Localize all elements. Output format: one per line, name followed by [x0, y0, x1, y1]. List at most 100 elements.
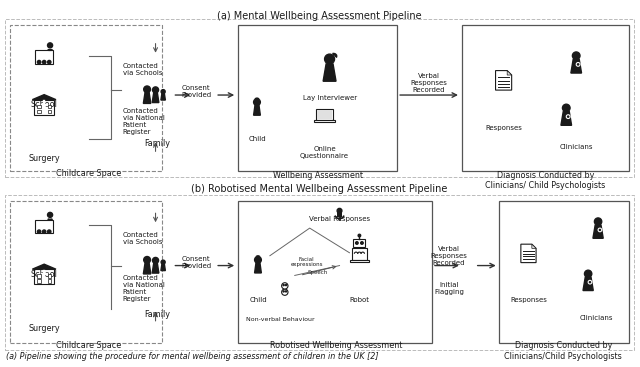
Text: Clinicians: Clinicians [559, 144, 593, 150]
Bar [37, 105, 41, 108]
Polygon shape [323, 64, 336, 81]
Bar [353, 239, 365, 247]
Text: School: School [31, 100, 58, 109]
Bar [314, 120, 335, 121]
Bar [5, 195, 634, 350]
Circle shape [47, 212, 52, 217]
Text: Contacted
via National
Patient
Register: Contacted via National Patient Register [123, 275, 164, 302]
Circle shape [283, 291, 284, 292]
Polygon shape [253, 105, 260, 115]
Text: Surgery: Surgery [28, 324, 60, 333]
Text: Initial
Flagging: Initial Flagging [434, 282, 464, 295]
Polygon shape [507, 70, 511, 75]
Text: Lay Interviewer: Lay Interviewer [303, 95, 356, 101]
Text: Non-verbal Behaviour: Non-verbal Behaviour [246, 317, 314, 322]
Circle shape [563, 104, 570, 112]
Bar [352, 248, 367, 259]
Circle shape [144, 257, 150, 263]
Bar [37, 110, 41, 113]
Text: Diagnosis Conducted by
Clinicians/Child Psychologists: Diagnosis Conducted by Clinicians/Child … [504, 341, 622, 361]
Circle shape [595, 218, 602, 225]
Text: Verbal Responses: Verbal Responses [309, 216, 370, 222]
Text: Surgery: Surgery [28, 154, 60, 163]
Text: (a) Pipeline showing the procedure for mental wellbeing assessment of children i: (a) Pipeline showing the procedure for m… [6, 352, 379, 361]
Text: Clinicians: Clinicians [579, 315, 613, 321]
Text: Speech: Speech [307, 270, 328, 276]
Bar [34, 269, 54, 284]
Bar [37, 279, 41, 283]
Text: Consent
Provided: Consent Provided [181, 256, 211, 269]
Circle shape [283, 284, 284, 286]
Bar [47, 110, 51, 113]
Polygon shape [532, 244, 536, 248]
Bar [47, 105, 51, 108]
Polygon shape [521, 244, 536, 263]
Circle shape [285, 284, 287, 286]
Circle shape [356, 242, 358, 244]
Bar [337, 211, 342, 217]
Polygon shape [152, 92, 159, 102]
Circle shape [37, 61, 41, 64]
Circle shape [255, 257, 261, 263]
Text: (b) Robotised Mental Wellbeing Assessment Pipeline: (b) Robotised Mental Wellbeing Assessmen… [191, 184, 448, 194]
Text: Facial
expressions: Facial expressions [291, 257, 323, 268]
Circle shape [285, 291, 287, 292]
Circle shape [253, 99, 260, 105]
Circle shape [572, 52, 580, 59]
Text: Verbal
Responses
Recorded: Verbal Responses Recorded [431, 246, 467, 266]
Circle shape [324, 54, 335, 64]
Text: Family: Family [145, 139, 170, 148]
Bar [238, 200, 432, 344]
Text: Online
Questionnaire: Online Questionnaire [300, 146, 349, 159]
Text: Child: Child [248, 137, 266, 142]
Bar [10, 25, 161, 171]
Polygon shape [32, 95, 56, 100]
Polygon shape [48, 219, 52, 220]
Circle shape [42, 230, 46, 233]
Bar [37, 274, 41, 277]
Bar [10, 200, 161, 344]
Bar [350, 259, 369, 262]
Circle shape [161, 260, 165, 264]
Text: Childcare Space: Childcare Space [56, 341, 122, 350]
Circle shape [42, 61, 46, 64]
Text: Contacted
via Schools: Contacted via Schools [123, 232, 162, 245]
Bar [316, 109, 333, 120]
Polygon shape [593, 225, 604, 238]
Circle shape [47, 43, 52, 48]
Bar [47, 274, 51, 277]
Text: Robot: Robot [349, 297, 369, 303]
Bar [499, 200, 629, 344]
Circle shape [47, 230, 51, 233]
Circle shape [282, 283, 288, 289]
Bar [462, 25, 629, 171]
Text: Contacted
via Schools: Contacted via Schools [123, 62, 162, 76]
Circle shape [37, 230, 41, 233]
Bar [317, 110, 332, 119]
Polygon shape [161, 264, 165, 270]
Text: (a) Mental Wellbeing Assessment Pipeline: (a) Mental Wellbeing Assessment Pipeline [218, 11, 422, 21]
Bar [5, 19, 634, 177]
Text: Robotised Wellbeing Assessment: Robotised Wellbeing Assessment [270, 341, 403, 350]
Text: Responses: Responses [510, 297, 547, 303]
Text: School: School [31, 269, 58, 279]
Bar [34, 100, 54, 115]
Circle shape [161, 90, 165, 94]
Circle shape [144, 86, 150, 93]
Circle shape [152, 257, 159, 264]
Bar [35, 220, 54, 233]
Bar [238, 25, 397, 171]
Polygon shape [561, 112, 572, 125]
Bar [35, 50, 54, 64]
Polygon shape [571, 59, 582, 73]
Polygon shape [152, 263, 159, 273]
Circle shape [361, 242, 364, 244]
Bar [47, 279, 51, 283]
Polygon shape [495, 70, 511, 90]
Text: Family: Family [145, 310, 170, 319]
Text: Child: Child [249, 297, 267, 303]
Polygon shape [32, 264, 56, 269]
Polygon shape [143, 263, 151, 274]
Text: Consent
Provided: Consent Provided [181, 85, 211, 98]
Circle shape [47, 61, 51, 64]
